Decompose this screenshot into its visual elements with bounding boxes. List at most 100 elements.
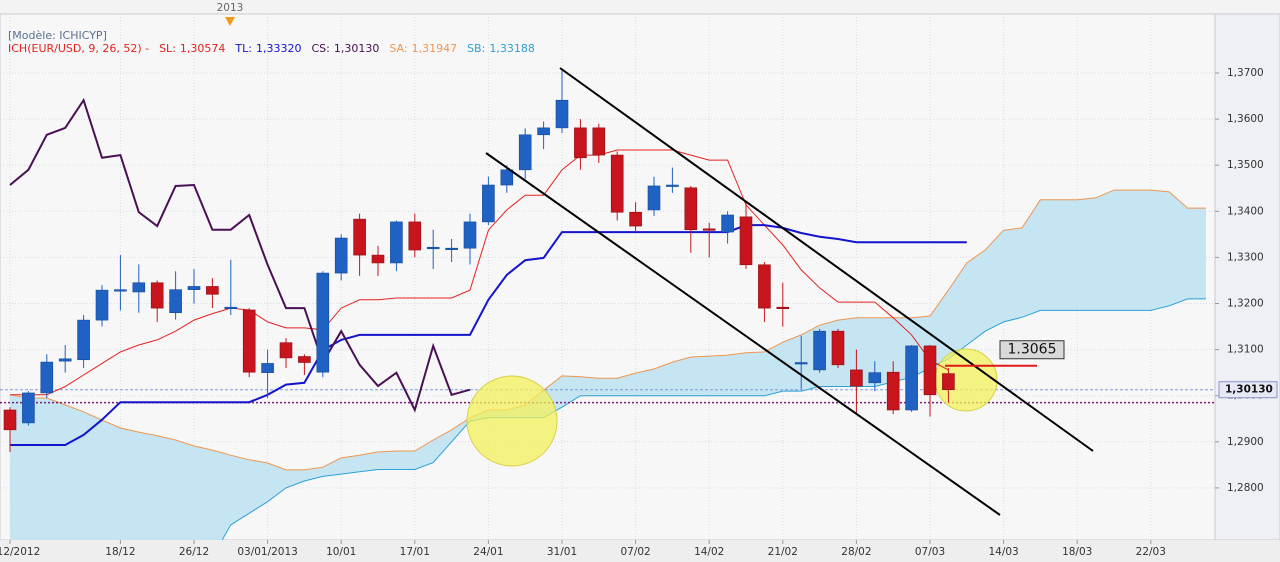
candle-body [445, 247, 458, 250]
model-label: [Modèle: ICHICYP] [8, 29, 107, 42]
highlight-circle [466, 375, 558, 467]
x-tick-label: 06/12/2012 [0, 546, 40, 558]
indicator-line [10, 224, 967, 446]
candle-body [58, 358, 72, 362]
candle-body [574, 127, 587, 159]
candle-body [371, 254, 385, 264]
candle-body [206, 286, 219, 295]
candle-body [721, 214, 734, 233]
indicator-line [10, 149, 949, 396]
candle-body [886, 371, 900, 411]
x-tick-label: 17/01 [400, 546, 430, 558]
y-tick-label: 1,3400 [1227, 205, 1264, 217]
cloud [10, 190, 1206, 540]
candle-body [518, 134, 532, 171]
y-tick-label: 1,3300 [1227, 251, 1264, 263]
candle-body [426, 246, 440, 250]
candle-body [794, 362, 808, 365]
levels [0, 389, 1215, 404]
year-marker-arrow [225, 17, 235, 26]
x-tick-label: 26/12 [179, 546, 209, 558]
y-tick-label: 1,3600 [1227, 113, 1264, 125]
x-tick-label: 18/12 [105, 546, 135, 558]
price-tag [1218, 381, 1278, 399]
candle-body [942, 373, 955, 391]
candle-body [150, 282, 164, 309]
candle-body [684, 187, 698, 231]
cloud-layer [9, 189, 1206, 540]
x-tick-label: 10/01 [326, 546, 356, 558]
y-tick-label: 1,2900 [1227, 436, 1264, 448]
candle-body [500, 169, 514, 186]
y-tick-label: 1,3700 [1227, 67, 1264, 79]
candle-body [390, 221, 403, 264]
annotation-box [999, 340, 1065, 360]
candle-body [279, 342, 293, 359]
candle-body [776, 306, 790, 309]
candle-body [334, 237, 348, 274]
indicator-line [9, 97, 471, 413]
candle-body [629, 211, 642, 227]
candle-body [905, 345, 918, 411]
x-tick-label: 14/02 [694, 546, 724, 558]
x-tick-label: 14/03 [988, 546, 1018, 558]
legend-name: TL: [234, 42, 252, 55]
indicator-lines [9, 97, 967, 446]
x-tick-label: 18/03 [1062, 546, 1092, 558]
annotation-label: 1.3065 [1008, 342, 1057, 358]
y-tick-label: 1,3500 [1227, 159, 1264, 171]
candle-body [868, 372, 882, 384]
y-axis-area [1214, 13, 1280, 541]
legend-value: 1,33188 [489, 42, 535, 55]
candle-body [261, 363, 274, 373]
x-tick-label: 21/02 [768, 546, 798, 558]
x-tick-label: 31/01 [547, 546, 577, 558]
candle-body [592, 127, 606, 156]
candle-body [666, 184, 679, 187]
legend-value: 1,31947 [412, 42, 458, 55]
legend-name: CS: [311, 42, 329, 55]
candle-body [95, 289, 109, 321]
candle-body [537, 127, 550, 136]
indicator-line [9, 189, 1206, 471]
candle-body [187, 286, 201, 290]
price-tag-label: 1,30130 [1225, 384, 1273, 396]
candle-body [739, 216, 753, 266]
candle-body [242, 309, 256, 373]
year-marker: 2013 [217, 2, 244, 14]
x-tick-label: 22/03 [1136, 546, 1166, 558]
legend-value: 1,33320 [256, 42, 302, 55]
legend-name: SL: [159, 42, 176, 55]
candle-body [3, 409, 17, 431]
candle-body [40, 361, 54, 394]
candle-body [923, 345, 937, 396]
study-label: ICH(EUR/USD, 9, 26, 52) - [8, 42, 149, 55]
x-tick-label: 03/01/2013 [237, 546, 298, 558]
candle-body [408, 221, 422, 251]
candle-body [647, 185, 661, 211]
candle-body [482, 184, 495, 223]
candle-body [316, 272, 330, 373]
candle-body [169, 289, 182, 314]
candle-body [555, 99, 569, 129]
candles [3, 69, 955, 452]
overlay: 1.3065 1,30130 [945, 340, 1278, 399]
legend-value: 1,30574 [180, 42, 226, 55]
y-tick-label: 1,3100 [1227, 344, 1264, 356]
legend-value: 1,30130 [334, 42, 380, 55]
axes-labels: 2013 [Modèle: ICHICYP] ICH(EUR/USD, 9, 2… [8, 2, 535, 55]
x-tick-label: 07/03 [915, 546, 945, 558]
trend-line [559, 67, 1094, 452]
drawings [466, 348, 998, 467]
candle-body [610, 154, 624, 213]
candle-body [831, 330, 845, 366]
indicator-line [221, 298, 1206, 540]
y-tick-label: 1,2800 [1227, 482, 1264, 494]
legend: ICH(EUR/USD, 9, 26, 52) - SL: 1,30574 TL: 1,… [8, 42, 535, 55]
candle-body [850, 369, 863, 387]
trend-lines [485, 67, 1094, 516]
candle-body [224, 306, 238, 309]
candle-body [132, 282, 146, 293]
candle-body [114, 289, 127, 292]
candle-body [758, 264, 771, 309]
